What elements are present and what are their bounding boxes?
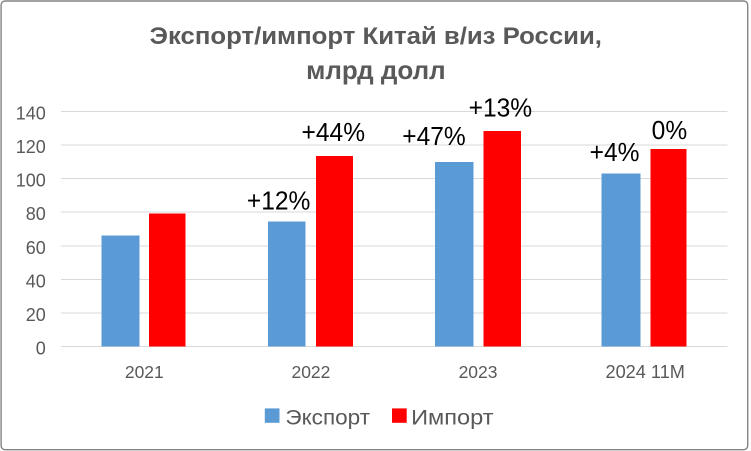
svg-text:2024 11M: 2024 11M: [605, 362, 684, 382]
svg-text:140: 140: [16, 104, 46, 124]
svg-text:2022: 2022: [291, 362, 330, 382]
svg-text:+12%: +12%: [247, 187, 311, 216]
svg-text:+13%: +13%: [469, 94, 533, 123]
svg-text:20: 20: [26, 305, 46, 325]
svg-text:0%: 0%: [652, 116, 687, 145]
svg-text:2023: 2023: [459, 362, 498, 382]
svg-text:+44%: +44%: [302, 118, 366, 147]
svg-text:Импорт: Импорт: [411, 405, 493, 429]
svg-text:100: 100: [16, 171, 46, 191]
svg-text:Экспорт/импорт Китай в/из Росс: Экспорт/импорт Китай в/из России,: [150, 23, 602, 50]
svg-text:0: 0: [36, 339, 46, 359]
svg-text:+4%: +4%: [590, 138, 640, 167]
svg-text:+47%: +47%: [402, 122, 466, 151]
svg-text:80: 80: [26, 204, 46, 224]
svg-text:120: 120: [16, 137, 46, 157]
svg-text:млрд долл: млрд долл: [306, 55, 445, 85]
svg-text:60: 60: [26, 238, 46, 258]
svg-text:40: 40: [26, 271, 46, 291]
svg-text:2021: 2021: [125, 362, 164, 382]
svg-text:Экспорт: Экспорт: [285, 405, 370, 429]
